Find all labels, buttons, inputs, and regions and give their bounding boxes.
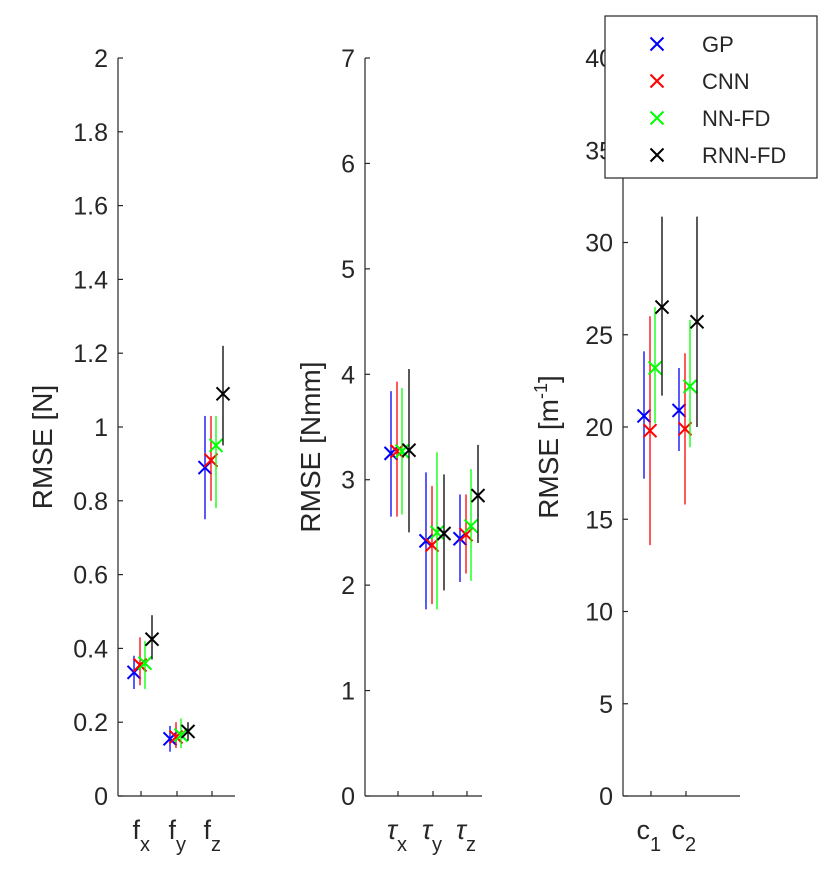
marker-rnn-fd	[180, 724, 196, 739]
legend-marker-icon	[649, 110, 665, 126]
x-tick-label: τ	[456, 815, 468, 845]
marker-rnn-fd	[689, 314, 705, 330]
y-tick-label: 4	[341, 361, 355, 389]
y-tick-label: 1	[94, 414, 108, 442]
legend-label: CNN	[702, 69, 750, 94]
marker-cnn	[168, 729, 184, 745]
marker-cnn	[424, 537, 440, 553]
legend-item-nn-fd: NN-FD	[649, 106, 770, 131]
marker-cnn	[389, 444, 405, 459]
legend-box	[604, 15, 818, 179]
marker-rnn-fd	[436, 526, 452, 541]
marker-nn-fd	[173, 727, 189, 743]
marker-rnn-fd	[144, 631, 160, 647]
x-tick-label: τ	[387, 815, 399, 845]
marker-rnn-fd	[215, 386, 231, 401]
y-tick-label: 10	[585, 599, 613, 627]
marker-nn-fd	[208, 438, 224, 453]
y-tick-label: 30	[585, 230, 613, 258]
marker-rnn-fd	[401, 442, 417, 458]
y-tick-label: 1.6	[73, 193, 108, 221]
legend-marker-icon	[649, 147, 665, 163]
x-tick-subscript: 1	[650, 834, 661, 856]
y-tick-label: 5	[599, 691, 613, 719]
x-tick-label: f	[203, 815, 211, 845]
x-tick-subscript: x	[397, 834, 407, 856]
y-tick-label: 2	[341, 572, 355, 600]
y-tick-label: 0.6	[73, 562, 108, 590]
legend-marker-icon	[649, 73, 665, 89]
y-tick-label: 0.8	[73, 488, 108, 516]
y-tick-label: 25	[585, 322, 613, 350]
marker-cnn	[132, 657, 148, 673]
marker-nn-fd	[463, 518, 479, 534]
marker-rnn-fd	[654, 299, 670, 315]
y-tick-label: 6	[341, 150, 355, 178]
y-tick-label: 3	[341, 467, 355, 495]
x-tick-label: f	[168, 815, 176, 845]
marker-nn-fd	[647, 360, 663, 376]
marker-rnn-fd	[470, 488, 486, 503]
legend-item-rnn-fd: RNN-FD	[649, 143, 786, 168]
marker-cnn	[642, 423, 658, 438]
legend-label: GP	[702, 32, 734, 57]
y-tick-label: 0.2	[73, 709, 108, 737]
y-axis-label: RMSE [Nmm]	[295, 361, 326, 532]
marker-gp	[452, 531, 468, 546]
x-tick-label: τ	[422, 815, 434, 845]
x-tick-subscript: x	[140, 834, 150, 856]
y-tick-label: 0.4	[73, 635, 108, 663]
marker-cnn	[458, 527, 474, 542]
marker-cnn	[203, 453, 219, 468]
legend-item-gp: GP	[649, 32, 734, 57]
marker-gp	[636, 408, 652, 424]
y-tick-label: 20	[585, 414, 613, 442]
y-tick-label: 0	[94, 783, 108, 811]
marker-cnn	[677, 421, 693, 437]
x-tick-label: c	[672, 815, 686, 845]
x-tick-label: c	[637, 815, 651, 845]
y-tick-label: 7	[341, 45, 355, 73]
x-tick-subscript: 2	[685, 834, 696, 856]
x-tick-label: f	[132, 815, 140, 845]
marker-gp	[671, 403, 687, 418]
y-tick-label: 2	[94, 45, 108, 73]
legend-item-cnn: CNN	[649, 69, 750, 94]
y-axis-label: RMSE [N]	[27, 385, 58, 509]
marker-nn-fd	[682, 379, 698, 394]
y-tick-label: 15	[585, 506, 613, 534]
legend-label: NN-FD	[702, 106, 770, 131]
y-tick-label: 0	[599, 783, 613, 811]
marker-gp	[418, 533, 434, 549]
y-tick-label: 0	[341, 783, 355, 811]
x-tick-subscript: y	[176, 834, 186, 856]
x-tick-subscript: z	[211, 834, 221, 856]
y-tick-label: 1.4	[73, 266, 108, 294]
y-tick-label: 1.2	[73, 340, 108, 368]
marker-nn-fd	[137, 655, 153, 671]
legend-label: RNN-FD	[702, 143, 786, 168]
legend: GP CNN NN-FD RNN-FD	[604, 15, 818, 179]
legend-marker-icon	[649, 36, 665, 52]
y-axis-label: RMSE [m-1]	[531, 375, 564, 519]
x-tick-subscript: y	[432, 834, 442, 856]
x-tick-subscript: z	[466, 834, 476, 856]
y-tick-label: 5	[341, 256, 355, 284]
y-tick-label: 1	[341, 678, 355, 706]
y-tick-label: 1.8	[73, 119, 108, 147]
